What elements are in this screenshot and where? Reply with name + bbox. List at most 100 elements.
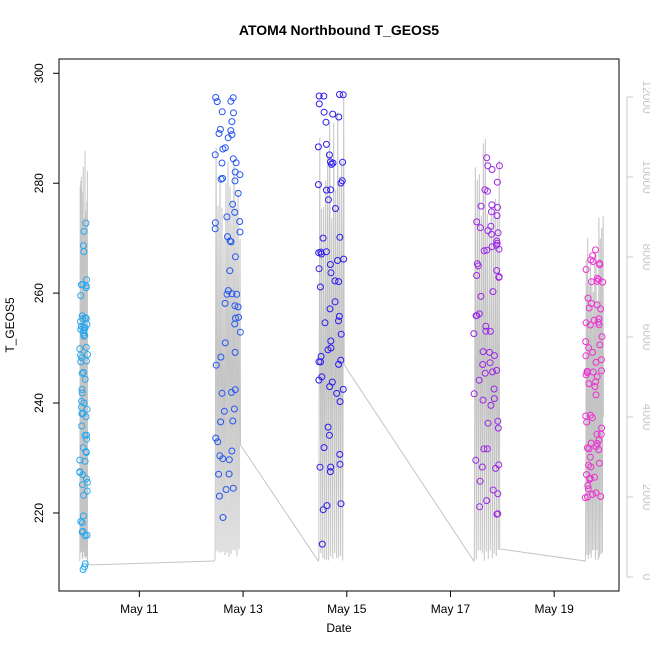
data-point — [82, 413, 90, 421]
data-point — [329, 110, 337, 118]
data-point — [216, 125, 224, 133]
data-point — [483, 497, 491, 505]
data-point — [487, 208, 495, 216]
y-axis: 220 240 260 280 300 — [32, 63, 60, 523]
data-point — [592, 489, 600, 497]
data-point — [79, 566, 87, 573]
data-point — [473, 218, 481, 226]
data-point — [472, 456, 480, 464]
data-point — [329, 159, 337, 167]
data-point — [490, 385, 498, 393]
data-point — [490, 395, 498, 403]
data-point — [598, 333, 606, 341]
data-point — [584, 482, 592, 489]
data-point — [228, 290, 236, 298]
data-point — [495, 273, 503, 281]
data-point — [494, 417, 502, 425]
data-point — [220, 407, 228, 415]
data-point — [340, 255, 348, 263]
data-point — [314, 143, 322, 151]
data-point — [81, 457, 89, 465]
data-point — [219, 455, 227, 463]
data-point — [226, 267, 234, 275]
data-point — [328, 160, 335, 168]
data-point — [582, 338, 590, 346]
x-axis: May 11 May 13 May 15 May 17 May 19 — [120, 590, 574, 616]
data-point — [227, 97, 235, 105]
data-point — [585, 461, 592, 469]
data-point — [335, 360, 343, 368]
data-point — [595, 321, 603, 329]
data-point — [593, 274, 601, 282]
data-point — [212, 434, 220, 442]
data-point — [494, 229, 502, 237]
data-point — [587, 439, 595, 447]
data-point — [481, 369, 489, 377]
data-point — [217, 353, 225, 361]
data-point — [337, 356, 345, 364]
data-point — [592, 246, 599, 254]
data-point — [223, 213, 231, 221]
data-point — [78, 386, 86, 393]
data-point — [223, 290, 231, 298]
data-point — [496, 162, 503, 170]
data-point — [483, 445, 491, 453]
data-point — [479, 361, 487, 368]
data-point — [332, 205, 339, 212]
data-point — [78, 369, 86, 377]
data-point — [215, 470, 223, 478]
y-tick-label: 300 — [32, 63, 46, 83]
data-point — [482, 322, 490, 330]
data-point — [335, 278, 343, 286]
x-tick-label: May 17 — [431, 602, 471, 616]
data-point — [581, 494, 589, 502]
data-point — [225, 456, 233, 464]
data-point — [597, 305, 605, 313]
data-point — [585, 380, 593, 388]
data-point — [217, 418, 225, 426]
x-axis-label: Date — [326, 621, 352, 635]
data-point — [333, 389, 341, 397]
data-point — [314, 181, 322, 189]
data-point — [590, 316, 598, 324]
data-point — [82, 343, 90, 351]
data-point — [215, 492, 223, 500]
y-tick-label: 240 — [32, 393, 46, 413]
data-point — [326, 468, 334, 476]
chart-title: ATOM4 Northbound T_GEOS5 — [239, 22, 439, 38]
data-point — [233, 290, 241, 298]
y2-tick-label: 4000 — [640, 404, 650, 431]
data-point — [78, 528, 86, 536]
data-point — [476, 224, 484, 232]
data-point — [486, 327, 494, 335]
data-point — [335, 317, 342, 325]
data-point — [335, 312, 343, 320]
data-point — [80, 332, 88, 340]
data-point — [321, 319, 329, 327]
data-point — [231, 302, 239, 310]
y-axis-label: T_GEOS5 — [3, 297, 17, 353]
data-point — [477, 202, 485, 210]
data-point — [231, 208, 239, 216]
data-point — [473, 312, 481, 320]
data-point — [336, 450, 344, 458]
data-point — [77, 358, 85, 366]
data-point — [80, 227, 88, 235]
data-point — [336, 398, 344, 406]
data-point — [588, 300, 595, 307]
data-point — [324, 346, 332, 354]
data-point — [228, 118, 236, 126]
data-point — [488, 230, 495, 238]
data-point — [231, 348, 239, 356]
data-point — [79, 471, 87, 479]
y2-tick-label: 6000 — [640, 324, 650, 351]
data-point — [582, 371, 590, 379]
data-point — [79, 242, 87, 250]
altitude-line — [79, 94, 604, 566]
y-tick-label: 260 — [32, 283, 46, 303]
data-point — [229, 155, 237, 163]
y2-tick-label: 0 — [640, 574, 650, 581]
data-point — [592, 391, 600, 399]
data-point — [490, 352, 498, 360]
data-point — [320, 444, 328, 452]
